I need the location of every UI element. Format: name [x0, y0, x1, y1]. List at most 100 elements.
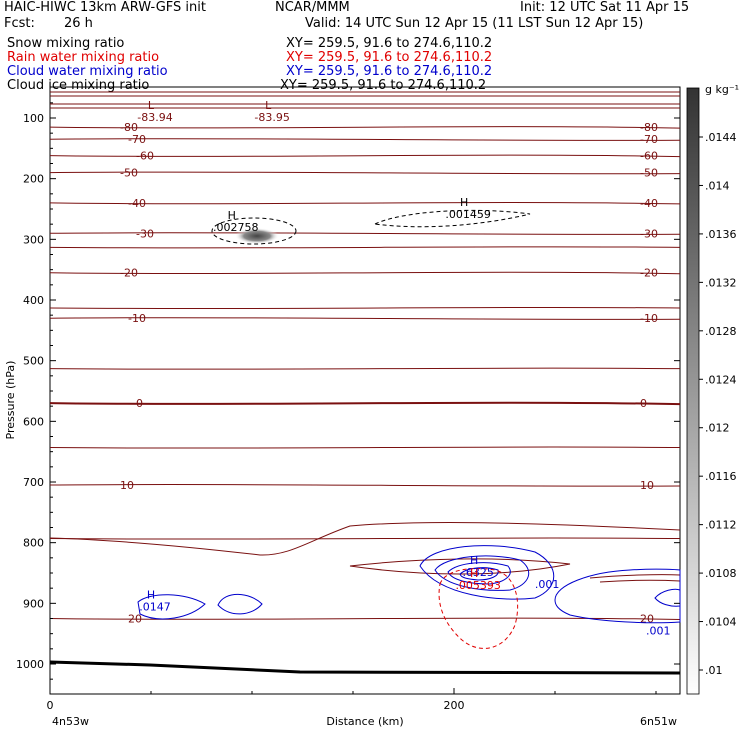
extremum-marker: L: [265, 99, 272, 112]
temperature-contour-label-right: -40: [640, 197, 658, 210]
temperature-contour-line: [49, 202, 681, 205]
ground-line: [49, 660, 681, 675]
temperature-contour-label-right: -50: [640, 167, 658, 180]
field-name-snow: Snow mixing ratio: [7, 36, 125, 51]
temperature-contour-label-right: -30: [640, 227, 658, 240]
y-tick-label: 300: [23, 233, 44, 246]
colorbar-tick-label: .01: [705, 664, 723, 677]
extremum-marker: L: [148, 99, 155, 112]
temperature-contours: -80 -80-70 -70-60 -60-50 -50-40 -40-30 -30-20-…: [49, 91, 681, 626]
x-tick-label: 0: [47, 699, 54, 712]
y-tick-label: 200: [23, 173, 44, 186]
temperature-contour-label: -10: [128, 312, 146, 325]
y-tick-label: 700: [23, 476, 44, 489]
center-label: NCAR/MMM: [275, 0, 350, 15]
field-name-cloud-water: Cloud water mixing ratio: [7, 64, 168, 79]
temperature-contour-label: -70: [128, 133, 146, 146]
colorbar-tick-label: .012: [705, 422, 730, 435]
temperature-contour-line: [49, 171, 681, 175]
colorbar-tick-label: .0116: [705, 470, 737, 483]
extremum-value: .002758: [213, 221, 259, 234]
y-tick-label: 600: [23, 415, 44, 428]
temperature-contour-label-right: 0: [640, 397, 647, 410]
temperature-contour-line: [49, 401, 681, 406]
colorbar-tick-label: .0132: [705, 276, 737, 289]
colorbar-tick-label: .0136: [705, 228, 737, 241]
field-name-cloud-ice: Cloud ice mixing ratio: [7, 78, 150, 93]
temperature-contour-label-right: 20: [640, 613, 654, 626]
extremum-value: .001459: [445, 208, 491, 221]
field-xy-snow: XY= 259.5, 91.6 to 274.6,110.2: [286, 36, 493, 51]
colorbar-tick-label: .0108: [705, 567, 737, 580]
contour-lens: [349, 558, 571, 575]
temperature-contour-line: [49, 232, 681, 235]
y-tick-label: 100: [23, 112, 44, 125]
colorbar-tick-label: .0128: [705, 325, 737, 338]
temperature-contour-label: -50: [120, 167, 138, 180]
snow-shading: [235, 228, 279, 244]
colorbar-tick-label: .0104: [705, 616, 737, 629]
temperature-contour-label: -60: [136, 150, 154, 163]
valid-time: Valid: 14 UTC Sun 12 Apr 15 (11 LST Sun …: [305, 16, 644, 31]
field-xy-cloud-water: XY= 259.5, 91.6 to 274.6,110.2: [286, 64, 493, 79]
field-xy-rain: XY= 259.5, 91.6 to 274.6,110.2: [286, 50, 493, 65]
temperature-contour-label: -20: [120, 267, 138, 280]
extremum-marker: H: [228, 209, 236, 222]
temperature-contour-label-right: -10: [640, 312, 658, 325]
y-tick-label: 500: [23, 355, 44, 368]
x-axis: 0 200: [47, 688, 657, 712]
temperature-contour-label-right: -60: [640, 150, 658, 163]
temperature-contour-line: [49, 271, 681, 275]
extremum-marker: H: [470, 554, 478, 567]
temperature-contour-line: [49, 367, 681, 370]
rain-water-contour: [438, 568, 519, 649]
temperature-contour-label: -80: [120, 121, 138, 134]
field-name-rain: Rain water mixing ratio: [7, 50, 160, 65]
colorbar: [686, 87, 700, 695]
cloud-ice-contour: [373, 209, 531, 228]
temperature-contour-label: 10: [120, 479, 134, 492]
contour-bump: [49, 522, 681, 556]
contour-value-label: .001: [535, 578, 560, 591]
temperature-contour-label-right: -70: [640, 133, 658, 146]
colorbar-tick-label: .0144: [705, 131, 737, 144]
contour-right-lens: [589, 574, 681, 583]
extremum-value: .005393: [455, 579, 501, 592]
extremum-value: .6325: [462, 566, 494, 579]
extremum-marker: H: [470, 567, 478, 580]
colorbar-tick-label: .0124: [705, 373, 737, 386]
temperature-contour-label: 20: [128, 613, 142, 626]
colorbar-tick-label: .0112: [705, 519, 737, 532]
temperature-contour-label-right: -20: [640, 267, 658, 280]
extrema-labels: L-83.94L-83.95H.002758H.001459H.0147H.63…: [137, 99, 670, 638]
temperature-contour-label-right: -80: [640, 121, 658, 134]
colorbar-tick-label: .014: [705, 179, 730, 192]
colorbar-unit: g kg⁻¹: [705, 83, 739, 96]
temperature-contour-line: [49, 306, 681, 310]
x-start-label: 4n53w: [52, 715, 89, 728]
snow-contour: [211, 217, 297, 245]
temperature-contour-line: [49, 537, 681, 540]
x-end-label: 6n51w: [640, 715, 677, 728]
extremum-value: -83.95: [254, 111, 289, 124]
contour-value-label: .001: [646, 625, 671, 638]
temperature-contour-line: [49, 446, 681, 449]
x-tick-label: 200: [444, 699, 465, 712]
temperature-contour-line: [49, 126, 681, 129]
cloud-water-contours: [137, 545, 681, 624]
forecast-hours: 26 h: [64, 16, 93, 31]
extremum-marker: H: [460, 196, 468, 209]
y-tick-label: 1000: [16, 658, 44, 671]
colorbar-ticks: .0144 .014 .0136 .0132 .0128 .0124 .012 .0116 .0…: [699, 131, 737, 677]
chart-title: HAIC-HIWC 13km ARW-GFS init: [4, 0, 206, 15]
y-axis-label: Pressure (hPa): [4, 361, 17, 440]
y-tick-label: 800: [23, 537, 44, 550]
temperature-contour-label-right: 10: [640, 479, 654, 492]
temperature-contour-label: -30: [136, 227, 154, 240]
temperature-contour-line: [49, 483, 681, 487]
temperature-contour-line: [49, 138, 681, 141]
extremum-value: -83.94: [137, 111, 172, 124]
temperature-contour-label: 0: [136, 397, 143, 410]
